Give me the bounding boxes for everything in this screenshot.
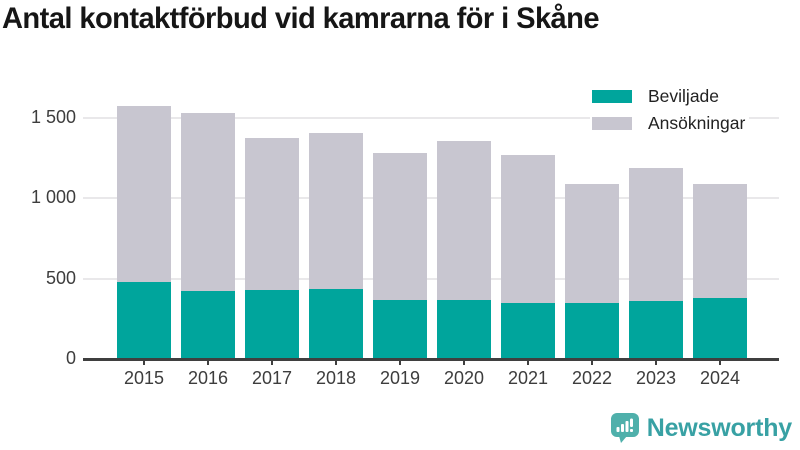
x-axis-tick-2023 <box>655 359 657 365</box>
legend: Beviljade Ansökningar <box>590 83 750 139</box>
x-axis-tick-2018 <box>335 359 337 365</box>
x-axis-tick-2022 <box>591 359 593 365</box>
chart-title: Antal kontaktförbud vid kamrarna för i S… <box>2 2 600 35</box>
legend-item-ansokningar: Ansökningar <box>592 110 745 137</box>
x-axis-tick-2024 <box>719 359 721 365</box>
y-axis-label-1000: 1 000 <box>30 187 76 208</box>
x-axis-label-2024: 2024 <box>699 368 741 388</box>
bar-beviljade-2023 <box>629 301 683 359</box>
bar-beviljade-2024 <box>693 297 747 359</box>
x-axis-tick-2016 <box>207 359 209 365</box>
newsworthy-logo: Newsworthy <box>610 412 792 444</box>
bar-beviljade-2019 <box>373 300 427 359</box>
x-axis-label-2023: 2023 <box>635 368 677 388</box>
x-axis-label-2016: 2016 <box>187 368 229 388</box>
x-axis-label-2022: 2022 <box>571 368 613 388</box>
x-axis-tick-2021 <box>527 359 529 365</box>
x-axis-label-2019: 2019 <box>379 368 421 388</box>
bar-beviljade-2021 <box>501 302 555 359</box>
x-axis-label-2020: 2020 <box>443 368 485 388</box>
x-axis-label-2015: 2015 <box>123 368 165 388</box>
legend-item-beviljade: Beviljade <box>592 83 745 110</box>
bar-beviljade-2015 <box>117 281 171 359</box>
legend-label-ansokningar: Ansökningar <box>648 113 746 133</box>
newsworthy-wordmark: Newsworthy <box>646 413 792 442</box>
bar-beviljade-2020 <box>437 299 491 359</box>
x-axis-label-2017: 2017 <box>251 368 293 388</box>
gridline-1500 <box>83 117 779 119</box>
x-axis-tick-2020 <box>463 359 465 365</box>
x-axis-tick-2019 <box>399 359 401 365</box>
y-axis-label-0: 0 <box>65 348 76 368</box>
y-axis-label-1500: 1 500 <box>30 107 76 127</box>
legend-swatch-ansokningar <box>592 117 632 130</box>
x-axis-tick-2017 <box>271 359 273 365</box>
bar-beviljade-2018 <box>309 289 363 359</box>
bar-beviljade-2022 <box>565 302 619 359</box>
newsworthy-bubble-chart-icon <box>610 413 639 443</box>
x-axis-tick-2015 <box>143 359 145 365</box>
x-axis-line <box>83 358 779 361</box>
gridline-1000 <box>83 197 779 200</box>
x-axis-label-2018: 2018 <box>315 368 357 388</box>
gridline-500 <box>83 277 779 280</box>
x-axis-label-2021: 2021 <box>507 368 549 388</box>
bar-beviljade-2017 <box>245 289 299 359</box>
y-axis-label-500: 500 <box>45 267 76 288</box>
legend-label-beviljade: Beviljade <box>648 86 720 106</box>
legend-swatch-beviljade <box>592 90 632 103</box>
bar-beviljade-2016 <box>181 290 235 359</box>
